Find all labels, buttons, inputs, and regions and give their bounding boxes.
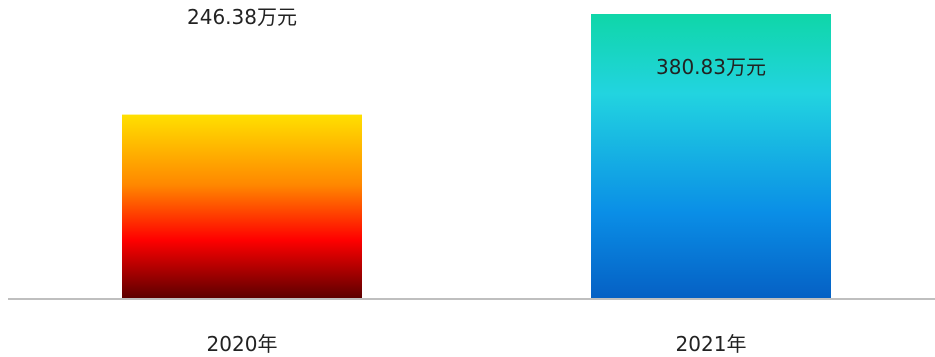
data-label: 246.38万元 [187, 5, 297, 29]
x-tick-labels-group: 2020年 2021年 [207, 332, 747, 356]
bar-2020 [122, 114, 362, 299]
x-tick-label: 2021年 [676, 332, 747, 356]
data-label: 380.83万元 [656, 55, 766, 79]
bars-group [122, 14, 831, 299]
bar-2021 [591, 14, 831, 299]
data-labels-group: 246.38万元 380.83万元 [187, 5, 766, 79]
x-tick-label: 2020年 [207, 332, 278, 356]
